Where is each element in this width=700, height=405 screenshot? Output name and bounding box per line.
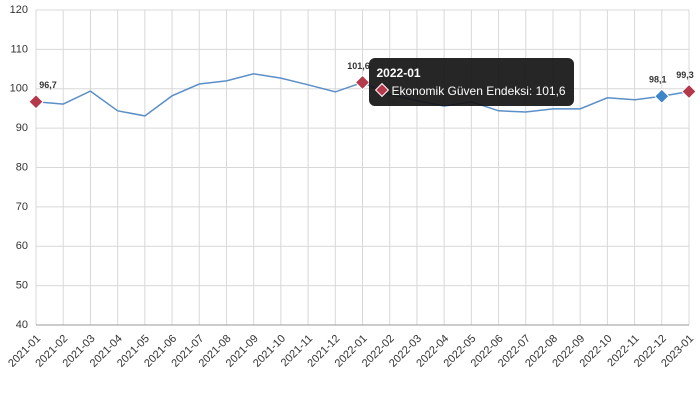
y-tick-label: 110	[10, 43, 28, 55]
y-tick-label: 80	[16, 161, 28, 173]
point-marker	[681, 83, 697, 100]
tooltip-title: 2022-01	[376, 66, 421, 81]
y-tick-label: 60	[16, 240, 28, 252]
y-tick-label: 90	[16, 122, 28, 134]
y-tick-label: 70	[16, 201, 28, 213]
tooltip-swatch	[374, 83, 389, 98]
point-marker	[654, 88, 670, 104]
point-marker	[28, 94, 44, 110]
tooltip: 2022-01 Ekonomik Güven Endeksi: 101,6	[368, 58, 574, 107]
y-tick-label: 40	[16, 319, 28, 331]
y-tick-label: 100	[10, 83, 28, 95]
value-label: 96,7	[39, 80, 57, 90]
value-label: 99,3	[676, 70, 694, 80]
tooltip-text: Ekonomik Güven Endeksi: 101,6	[391, 84, 566, 99]
y-tick-label: 50	[16, 280, 28, 292]
y-tick-label: 120	[10, 4, 28, 16]
value-label: 101,6	[347, 61, 370, 71]
point-marker	[354, 74, 371, 91]
value-label: 98,1	[649, 75, 667, 85]
